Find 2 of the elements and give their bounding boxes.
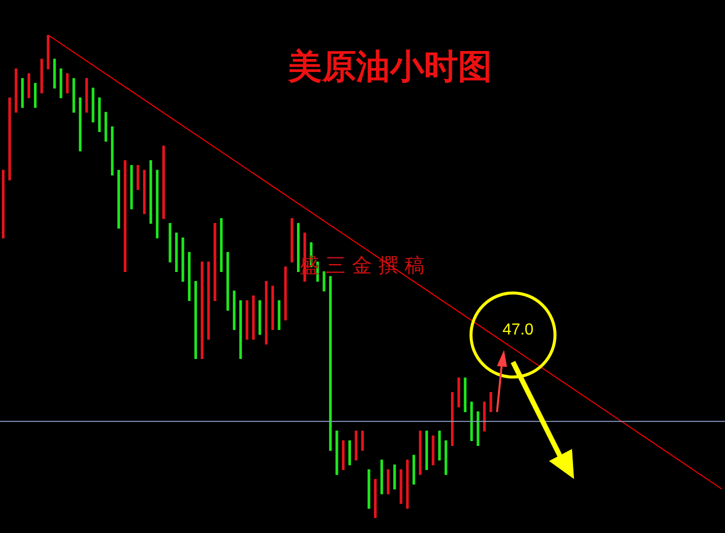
annotation: 47.0 [502, 321, 534, 338]
chart-title: 美原油小时图 [287, 46, 492, 87]
